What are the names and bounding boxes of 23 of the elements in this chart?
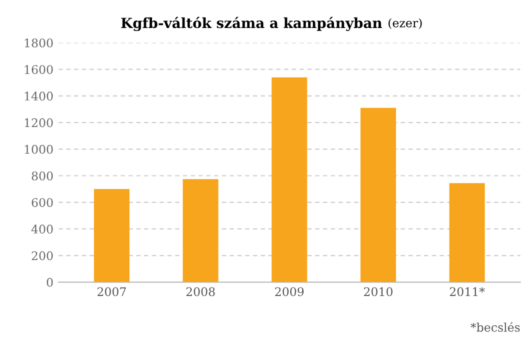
- y-tick-label: 1200: [24, 118, 53, 128]
- y-tick-label: 1400: [24, 92, 53, 101]
- y-tick-label: 600: [32, 198, 53, 208]
- chart-title: Kgfb-váltók száma a kampányban: [121, 16, 382, 32]
- x-tick-label: 2011*: [450, 287, 485, 296]
- chart-subtitle: (ezer): [388, 18, 422, 30]
- bar: [182, 179, 218, 282]
- x-tick-label: 2010: [364, 287, 392, 296]
- bar: [449, 183, 485, 282]
- text: *becslés: [470, 322, 520, 332]
- y-tick-label: 1800: [24, 38, 53, 48]
- y-tick-label: 1600: [24, 65, 53, 74]
- y-tick-label: 400: [31, 224, 53, 234]
- y-tick-label: 800: [32, 171, 53, 180]
- x-tick-label: 2009: [275, 287, 304, 296]
- y-tick-label: 1000: [24, 144, 53, 154]
- y-tick-label: 0: [46, 278, 53, 287]
- x-tick-label: 2008: [186, 287, 215, 296]
- y-tick-label: 200: [32, 251, 53, 260]
- bar: [360, 108, 396, 282]
- bar: [94, 189, 130, 282]
- x-tick-label: 2007: [97, 287, 126, 296]
- bar: [272, 77, 308, 282]
